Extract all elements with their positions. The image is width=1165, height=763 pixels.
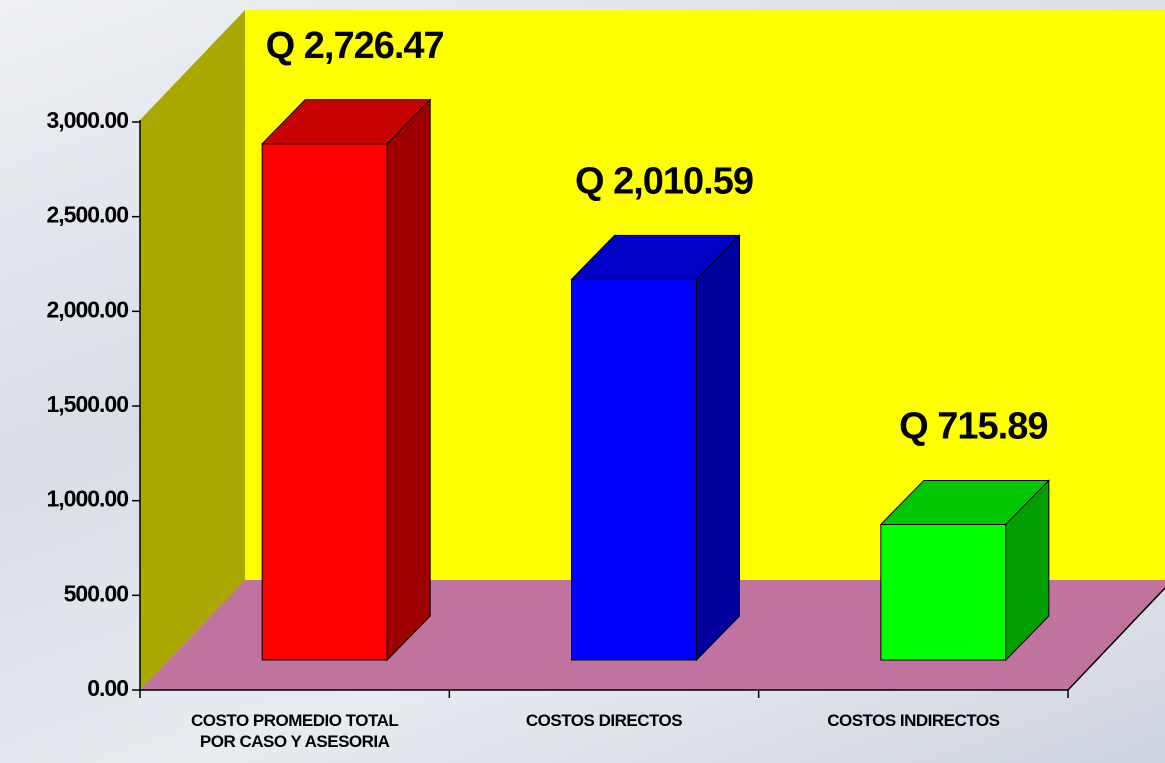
x-tick-label: COSTOS DIRECTOS (525, 711, 683, 730)
y-tick-label: 0.00 (87, 675, 128, 701)
x-tick-label: COSTOS INDIRECTOS (827, 711, 1000, 730)
y-tick-label: 1,000.00 (46, 486, 128, 512)
bar-front (880, 523, 1007, 661)
y-tick-label: 1,500.00 (46, 391, 128, 417)
bar-side (696, 234, 740, 662)
bar (879, 479, 1051, 662)
y-tick-label: 2,500.00 (46, 202, 128, 228)
bar (570, 234, 741, 662)
y-tick-label: 3,000.00 (46, 107, 128, 133)
bar-front (261, 143, 388, 661)
y-tick-label: 500.00 (64, 580, 129, 606)
value-label: Q 2,726.47 (266, 25, 444, 67)
bar-side (386, 98, 431, 662)
bar-front (571, 278, 697, 661)
x-tick-label: COSTO PROMEDIO TOTAL POR CASO Y ASESORIA (191, 711, 399, 751)
value-label: Q 2,010.59 (575, 160, 753, 202)
value-label: Q 715.89 (899, 405, 1047, 447)
side-wall (140, 10, 245, 690)
floor-edge (1067, 587, 1165, 691)
y-tick-label: 2,000.00 (46, 296, 128, 322)
bar (260, 98, 432, 662)
bar-side (1005, 479, 1050, 662)
